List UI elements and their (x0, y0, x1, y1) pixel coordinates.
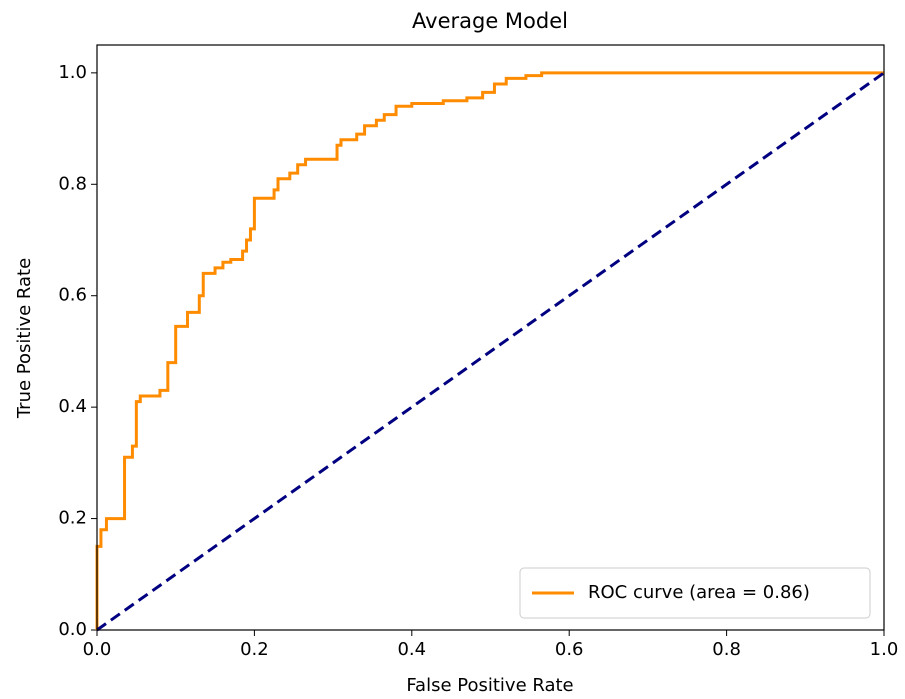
legend-box (519, 567, 871, 619)
x-tick-label: 0.8 (712, 639, 741, 660)
legend-label: ROC curve (area = 0.86) (588, 582, 810, 603)
y-axis-label: True Positive Rate (14, 258, 35, 419)
series-line (95, 71, 884, 630)
y-tick-label: 0.4 (58, 396, 87, 417)
x-tick-label: 0.0 (83, 639, 112, 660)
chart-title: Average Model (412, 9, 568, 33)
y-tick-label: 0.2 (58, 508, 87, 529)
y-tick-label: 0.0 (58, 619, 87, 640)
x-tick-label: 0.6 (555, 639, 584, 660)
y-tick-label: 1.0 (58, 62, 87, 83)
series-line (96, 71, 885, 632)
x-tick-label: 0.2 (240, 639, 269, 660)
x-tick-label: 0.4 (397, 639, 426, 660)
y-tick-label: 0.8 (58, 173, 87, 194)
plot-frame (96, 44, 885, 631)
x-axis-label: False Positive Rate (406, 675, 573, 696)
y-tick-label: 0.6 (58, 285, 87, 306)
x-tick-label: 1.0 (870, 639, 899, 660)
